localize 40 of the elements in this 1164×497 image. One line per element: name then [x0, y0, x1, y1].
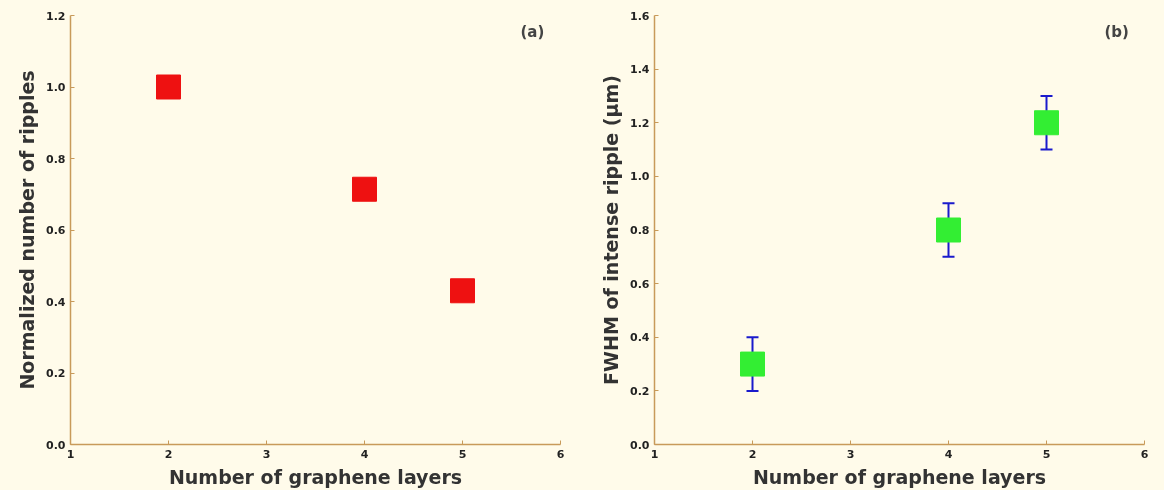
y-tick-label: 0.6: [630, 277, 650, 291]
x-tick-label: 6: [1140, 447, 1149, 461]
y-axis-title: FWHM of intense ripple (μm): [600, 75, 623, 385]
y-tick-label: 1.0: [46, 81, 66, 94]
x-tick-label: 3: [262, 447, 271, 461]
x-tick-label: 5: [458, 447, 467, 461]
y-tick-label: 1.2: [46, 9, 66, 23]
x-tick-label: 6: [556, 447, 565, 461]
x-tick-label: 3: [846, 447, 855, 461]
x-tick-label: 5: [1042, 447, 1051, 461]
x-tick-label: 1: [66, 447, 75, 461]
x-tick-label: 2: [164, 447, 173, 461]
y-tick-label: 0.0: [630, 438, 650, 452]
x-tick-label: 4: [360, 447, 369, 461]
y-tick-label: 0.4: [46, 295, 66, 309]
annotation: (b): [1104, 22, 1129, 41]
x-tick-label: 1: [650, 447, 659, 461]
annotation: (a): [520, 22, 545, 41]
point: [352, 176, 377, 202]
y-tick-label: 0.6: [46, 224, 66, 237]
y-tick-label: 0.8: [630, 224, 650, 237]
y-tick-label: 1.4: [630, 63, 650, 77]
y-tick-label: 1.2: [630, 116, 650, 130]
y-axis-title: Normalized number of ripples: [16, 70, 39, 390]
y-tick-label: 0.2: [46, 367, 66, 380]
point: [450, 278, 475, 304]
y-tick-label: 0.2: [630, 384, 650, 398]
y-tick-label: 0.0: [46, 438, 66, 452]
x-tick-label: 4: [944, 447, 953, 461]
point: [1034, 110, 1059, 136]
x-axis-title: Number of graphene layers: [752, 465, 1047, 488]
y-tick-label: 1.6: [630, 9, 650, 23]
point: [156, 74, 181, 100]
x-tick-label: 2: [748, 447, 757, 461]
point: [740, 351, 765, 377]
x-axis-title: Number of graphene layers: [168, 465, 463, 488]
y-tick-label: 0.8: [46, 152, 66, 166]
y-tick-label: 0.4: [630, 331, 650, 345]
point: [936, 217, 961, 243]
y-tick-label: 1.0: [630, 170, 650, 184]
